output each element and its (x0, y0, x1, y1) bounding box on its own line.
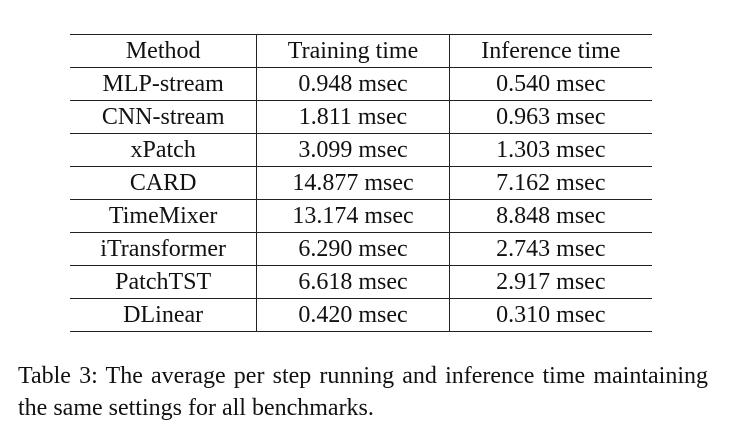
table-row: xPatch 3.099 msec 1.303 msec (70, 133, 652, 167)
method-cell: DLinear (70, 298, 258, 332)
results-table: Method Training time Inference time MLP-… (70, 34, 652, 332)
method-cell: iTransformer (70, 232, 258, 266)
inference-time-cell: 0.540 msec (449, 67, 652, 101)
inference-time-cell: 0.310 msec (449, 298, 652, 332)
table-row: CNN-stream 1.811 msec 0.963 msec (70, 100, 652, 134)
training-time-cell: 6.618 msec (256, 265, 450, 299)
training-time-cell: 0.948 msec (256, 67, 450, 101)
inference-time-cell: 0.963 msec (449, 100, 652, 134)
table-caption: Table 3: The average per step running an… (18, 363, 708, 421)
inference-time-cell: 2.917 msec (449, 265, 652, 299)
training-time-cell: 13.174 msec (256, 199, 450, 233)
table-row: CARD 14.877 msec 7.162 msec (70, 166, 652, 200)
table-row: PatchTST 6.618 msec 2.917 msec (70, 265, 652, 299)
method-cell: CNN-stream (70, 100, 258, 134)
inference-time-cell: 7.162 msec (449, 166, 652, 200)
table-row: iTransformer 6.290 msec 2.743 msec (70, 232, 652, 266)
inference-time-cell: 8.848 msec (449, 199, 652, 233)
table-row: DLinear 0.420 msec 0.310 msec (70, 298, 652, 332)
inference-time-cell: 1.303 msec (449, 133, 652, 167)
training-time-cell: 3.099 msec (256, 133, 450, 167)
method-cell: TimeMixer (70, 199, 258, 233)
table-row: MLP-stream 0.948 msec 0.540 msec (70, 67, 652, 101)
training-time-cell: 1.811 msec (256, 100, 450, 134)
table-header-row: Method Training time Inference time (70, 34, 652, 68)
training-time-cell: 0.420 msec (256, 298, 450, 332)
training-time-cell: 14.877 msec (256, 166, 450, 200)
method-cell: PatchTST (70, 265, 258, 299)
method-cell: MLP-stream (70, 67, 258, 101)
table-row: TimeMixer 13.174 msec 8.848 msec (70, 199, 652, 233)
column-header-method: Method (70, 34, 258, 68)
column-header-training-time: Training time (256, 34, 450, 68)
method-cell: xPatch (70, 133, 258, 167)
column-header-inference-time: Inference time (449, 34, 652, 68)
training-time-cell: 6.290 msec (256, 232, 450, 266)
inference-time-cell: 2.743 msec (449, 232, 652, 266)
method-cell: CARD (70, 166, 258, 200)
